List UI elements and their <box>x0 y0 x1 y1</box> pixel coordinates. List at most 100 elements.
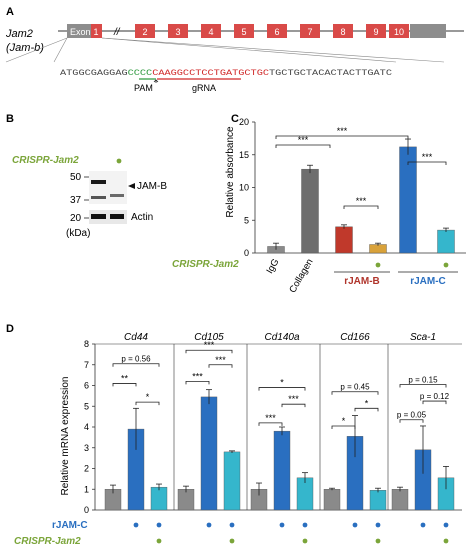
panel-d-label: D <box>6 323 14 335</box>
d-gene-title: Sca-1 <box>410 332 436 343</box>
d-sig-bracket <box>399 419 424 423</box>
d-sig-label: p = 0.12 <box>420 392 450 401</box>
d-sig-label: ** <box>121 373 129 383</box>
d-y-tick-label: 3 <box>84 443 89 453</box>
crispr-label-c: CRISPR-Jam2 <box>172 259 239 270</box>
crispr-label-b: CRISPR-Jam2 <box>12 155 79 166</box>
d-y-tick-label: 1 <box>84 484 89 494</box>
crispr-dot <box>229 538 235 544</box>
exon-6 <box>267 24 287 38</box>
d-bar <box>391 489 409 511</box>
band-lower-lane1 <box>91 196 106 199</box>
rjamc-dot <box>133 522 139 528</box>
c-sig-label-4: *** <box>422 152 433 162</box>
exon-group: 2 3 4 5 6 7 8 9 10 <box>135 24 409 38</box>
panel-c-label: C <box>231 113 239 125</box>
d-sig-label: *** <box>288 394 299 404</box>
exon-number-5: 5 <box>241 27 246 37</box>
band-label-actin: Actin <box>131 212 153 223</box>
c-y-ticks: 0 5 10 15 20 <box>239 117 255 258</box>
c-sig-label-2: *** <box>337 126 348 136</box>
zoom-line-right <box>101 37 445 63</box>
d-y-tick-label: 2 <box>84 464 89 474</box>
d-gene-title: Cd44 <box>124 332 148 343</box>
c-sig-bracket-3 <box>343 205 379 209</box>
d-sig-label: * <box>342 416 346 426</box>
d-sig-label: *** <box>215 355 226 365</box>
d-sig-bracket <box>399 384 447 388</box>
seq-pam: CCCC <box>128 69 153 78</box>
d-gene-title: Cd105 <box>194 332 224 343</box>
gene-alias: (Jam-b) <box>6 42 44 54</box>
exon-9 <box>366 24 386 38</box>
d-sig-bracket <box>354 407 379 412</box>
c-y-axis-label: Relative absorbance <box>225 126 236 218</box>
gene-name: Jam2 <box>5 28 33 40</box>
c-sig-bracket-2 <box>275 135 409 139</box>
d-y-tick-label: 8 <box>84 339 89 349</box>
c-x-tick-labels: IgG Collagen <box>264 257 315 295</box>
d-sig-bracket <box>258 387 306 391</box>
exon-4 <box>201 24 221 38</box>
utr-3prime <box>410 24 446 38</box>
c-y-tick-label: 15 <box>239 150 249 160</box>
exon-number-6: 6 <box>274 27 279 37</box>
rjamc-dot <box>375 522 381 528</box>
d-y-axis-label: Relative mRNA expression <box>60 377 71 496</box>
d-sig-label: *** <box>204 340 215 350</box>
d-sig-label: * <box>365 398 369 408</box>
c-y-tick-label: 10 <box>239 183 249 193</box>
seq-suffix: TGCTGCTACACTACTTGATC <box>269 69 392 78</box>
exon-1-coding <box>91 24 102 38</box>
d-y-tick-label: 7 <box>84 360 89 370</box>
c-x-tick-label: IgG <box>264 257 281 276</box>
intron-break-mark: // <box>113 27 121 38</box>
band-jamb-lane2 <box>110 194 124 197</box>
rjamc-dot <box>206 522 212 528</box>
crispr-dot-b <box>116 158 122 164</box>
c-y-tick-label: 20 <box>239 117 249 127</box>
d-bar <box>223 451 241 511</box>
c-bars <box>267 138 455 254</box>
rjamc-dot <box>352 522 358 528</box>
band-actin-lane2 <box>110 214 124 219</box>
d-bar <box>200 396 218 511</box>
d-y-tick-label: 4 <box>84 422 89 432</box>
c-x-tick-label: Collagen <box>287 257 315 295</box>
grna-label: gRNA <box>192 83 216 93</box>
exon-number-9: 9 <box>373 27 378 37</box>
d-y-tick-label: 5 <box>84 401 89 411</box>
c-bar <box>301 168 319 254</box>
jamb-arrowhead <box>128 183 135 189</box>
d-sig-label: *** <box>265 413 276 423</box>
row-label-crispr: CRISPR-Jam2 <box>14 536 81 547</box>
band-label-jamb: JAM-B <box>137 181 167 192</box>
d-y-tick-label: 6 <box>84 381 89 391</box>
band-actin-lane1 <box>91 214 106 219</box>
cut-site-arrow <box>153 79 159 83</box>
d-sig-bracket <box>258 422 283 426</box>
panel-b-label: B <box>6 113 14 125</box>
c-group-label-b: rJAM-B <box>344 276 380 287</box>
crispr-dot <box>443 538 449 544</box>
crispr-dot <box>156 538 162 544</box>
crispr-dot <box>302 538 308 544</box>
exon-3 <box>168 24 188 38</box>
exon-number-8: 8 <box>340 27 345 37</box>
marker-20: 20 <box>70 213 82 224</box>
blot-jamb <box>89 171 127 204</box>
d-sig-label: p = 0.56 <box>121 355 151 364</box>
exon-1-utr <box>67 24 91 38</box>
d-sig-bracket <box>185 380 210 385</box>
d-y-tick-label: 0 <box>84 505 89 515</box>
exon-10 <box>389 24 409 38</box>
band-jamb-lane1 <box>91 180 106 184</box>
marker-37: 37 <box>70 195 82 206</box>
c-bar <box>335 226 353 254</box>
seq-grna: CAAGGCCTCCTGATGCTGC <box>152 69 269 78</box>
crispr-dot <box>375 538 381 544</box>
c-sig-label-1: *** <box>298 135 309 145</box>
zoom-line-left-2 <box>53 37 68 63</box>
d-bar <box>273 430 291 511</box>
